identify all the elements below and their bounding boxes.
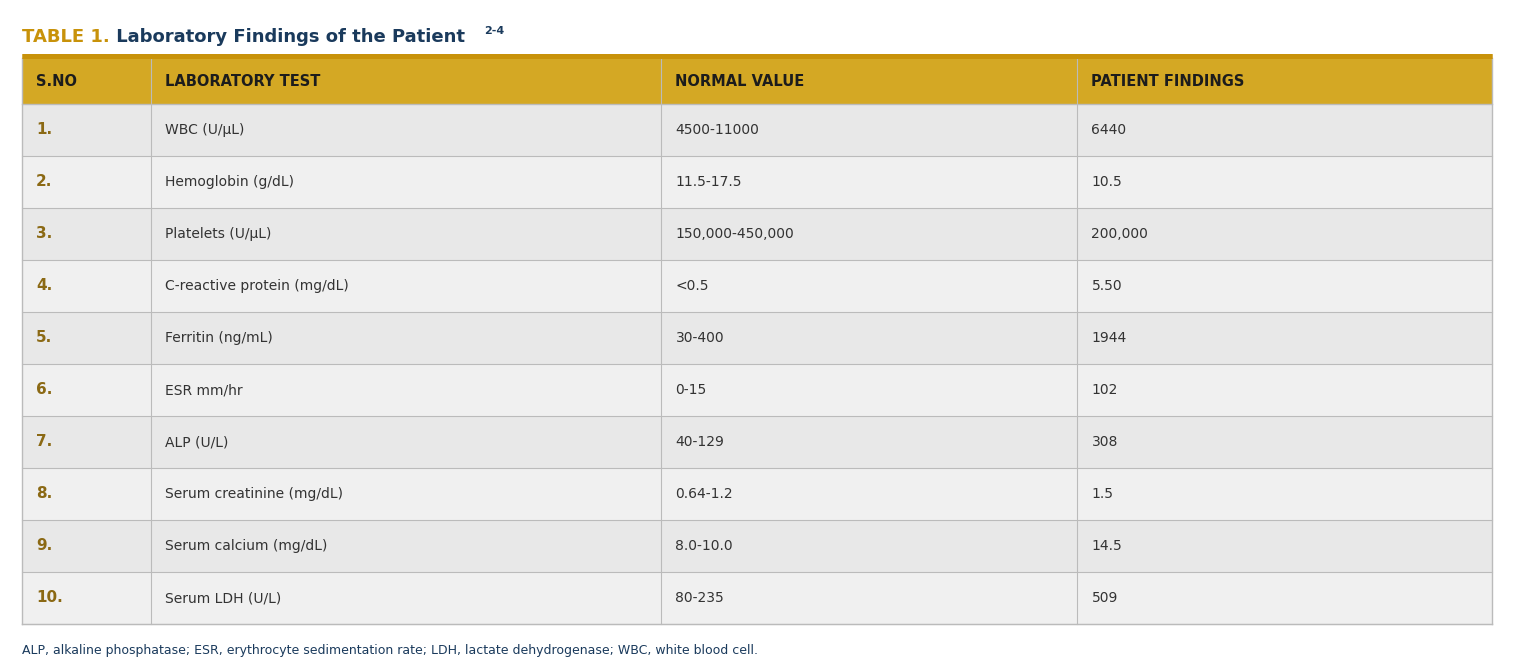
- Text: 10.5: 10.5: [1092, 175, 1122, 189]
- Text: TABLE 1.: TABLE 1.: [23, 28, 109, 46]
- Text: 4500-11000: 4500-11000: [675, 123, 760, 137]
- Text: 1944: 1944: [1092, 331, 1126, 345]
- Bar: [151, 520, 662, 572]
- Bar: [1078, 260, 1491, 312]
- Bar: [151, 260, 662, 312]
- Bar: [151, 156, 662, 208]
- Bar: [1078, 520, 1491, 572]
- Text: 5.: 5.: [36, 331, 53, 345]
- Bar: [151, 208, 662, 260]
- Bar: [151, 104, 662, 156]
- Text: Serum creatinine (mg/dL): Serum creatinine (mg/dL): [165, 487, 344, 501]
- Bar: [23, 104, 151, 156]
- Text: 2.: 2.: [36, 174, 53, 189]
- Bar: [1078, 468, 1491, 520]
- Text: 0.64-1.2: 0.64-1.2: [675, 487, 733, 501]
- Text: C-reactive protein (mg/dL): C-reactive protein (mg/dL): [165, 279, 350, 293]
- Text: Serum LDH (U/L): Serum LDH (U/L): [165, 591, 282, 605]
- Text: 200,000: 200,000: [1092, 227, 1148, 241]
- Bar: [662, 572, 1078, 624]
- Text: NORMAL VALUE: NORMAL VALUE: [675, 73, 805, 88]
- Text: <0.5: <0.5: [675, 279, 709, 293]
- Bar: [1078, 364, 1491, 416]
- Bar: [23, 156, 151, 208]
- Bar: [23, 364, 151, 416]
- Text: 102: 102: [1092, 383, 1117, 397]
- Bar: [662, 260, 1078, 312]
- Text: ALP, alkaline phosphatase; ESR, erythrocyte sedimentation rate; LDH, lactate deh: ALP, alkaline phosphatase; ESR, erythroc…: [23, 644, 759, 657]
- Bar: [23, 208, 151, 260]
- Text: LABORATORY TEST: LABORATORY TEST: [165, 73, 321, 88]
- Text: Laboratory Findings of the Patient: Laboratory Findings of the Patient: [111, 28, 465, 46]
- Bar: [23, 468, 151, 520]
- Text: 150,000-450,000: 150,000-450,000: [675, 227, 795, 241]
- Bar: [151, 312, 662, 364]
- Text: 30-400: 30-400: [675, 331, 724, 345]
- Bar: [23, 572, 151, 624]
- Text: Platelets (U/μL): Platelets (U/μL): [165, 227, 271, 241]
- Text: 0-15: 0-15: [675, 383, 707, 397]
- Text: 5.50: 5.50: [1092, 279, 1122, 293]
- Text: WBC (U/μL): WBC (U/μL): [165, 123, 245, 137]
- Bar: [1078, 416, 1491, 468]
- Text: 3.: 3.: [36, 226, 53, 242]
- Bar: [662, 208, 1078, 260]
- Text: 509: 509: [1092, 591, 1117, 605]
- Bar: [1078, 312, 1491, 364]
- Bar: [23, 416, 151, 468]
- Bar: [1078, 572, 1491, 624]
- Text: 10.: 10.: [36, 591, 62, 605]
- Text: 7.: 7.: [36, 434, 53, 449]
- Text: 308: 308: [1092, 435, 1117, 449]
- Text: 1.: 1.: [36, 123, 51, 137]
- Bar: [23, 312, 151, 364]
- Text: 9.: 9.: [36, 539, 53, 554]
- Text: 8.0-10.0: 8.0-10.0: [675, 539, 733, 553]
- Text: 8.: 8.: [36, 486, 53, 502]
- Bar: [662, 58, 1078, 104]
- Text: ALP (U/L): ALP (U/L): [165, 435, 229, 449]
- Bar: [662, 416, 1078, 468]
- Bar: [662, 156, 1078, 208]
- Text: Hemoglobin (g/dL): Hemoglobin (g/dL): [165, 175, 294, 189]
- Bar: [1078, 156, 1491, 208]
- Bar: [662, 468, 1078, 520]
- Text: 1.5: 1.5: [1092, 487, 1113, 501]
- Text: Ferritin (ng/mL): Ferritin (ng/mL): [165, 331, 273, 345]
- Text: PATIENT FINDINGS: PATIENT FINDINGS: [1092, 73, 1245, 88]
- Bar: [662, 104, 1078, 156]
- Text: 40-129: 40-129: [675, 435, 724, 449]
- Bar: [151, 364, 662, 416]
- Bar: [23, 520, 151, 572]
- Text: 6440: 6440: [1092, 123, 1126, 137]
- Text: S.NO: S.NO: [36, 73, 77, 88]
- Bar: [23, 260, 151, 312]
- Bar: [1078, 58, 1491, 104]
- Bar: [662, 520, 1078, 572]
- Bar: [1078, 104, 1491, 156]
- Text: 14.5: 14.5: [1092, 539, 1122, 553]
- Bar: [151, 468, 662, 520]
- Text: 6.: 6.: [36, 383, 53, 397]
- Bar: [23, 58, 151, 104]
- Text: ESR mm/hr: ESR mm/hr: [165, 383, 242, 397]
- Bar: [151, 572, 662, 624]
- Bar: [662, 312, 1078, 364]
- Text: Serum calcium (mg/dL): Serum calcium (mg/dL): [165, 539, 327, 553]
- Text: 80-235: 80-235: [675, 591, 724, 605]
- Bar: [1078, 208, 1491, 260]
- Bar: [662, 364, 1078, 416]
- Text: 11.5-17.5: 11.5-17.5: [675, 175, 742, 189]
- Text: 4.: 4.: [36, 279, 53, 294]
- Bar: [151, 58, 662, 104]
- Bar: [151, 416, 662, 468]
- Text: 2-4: 2-4: [484, 26, 504, 36]
